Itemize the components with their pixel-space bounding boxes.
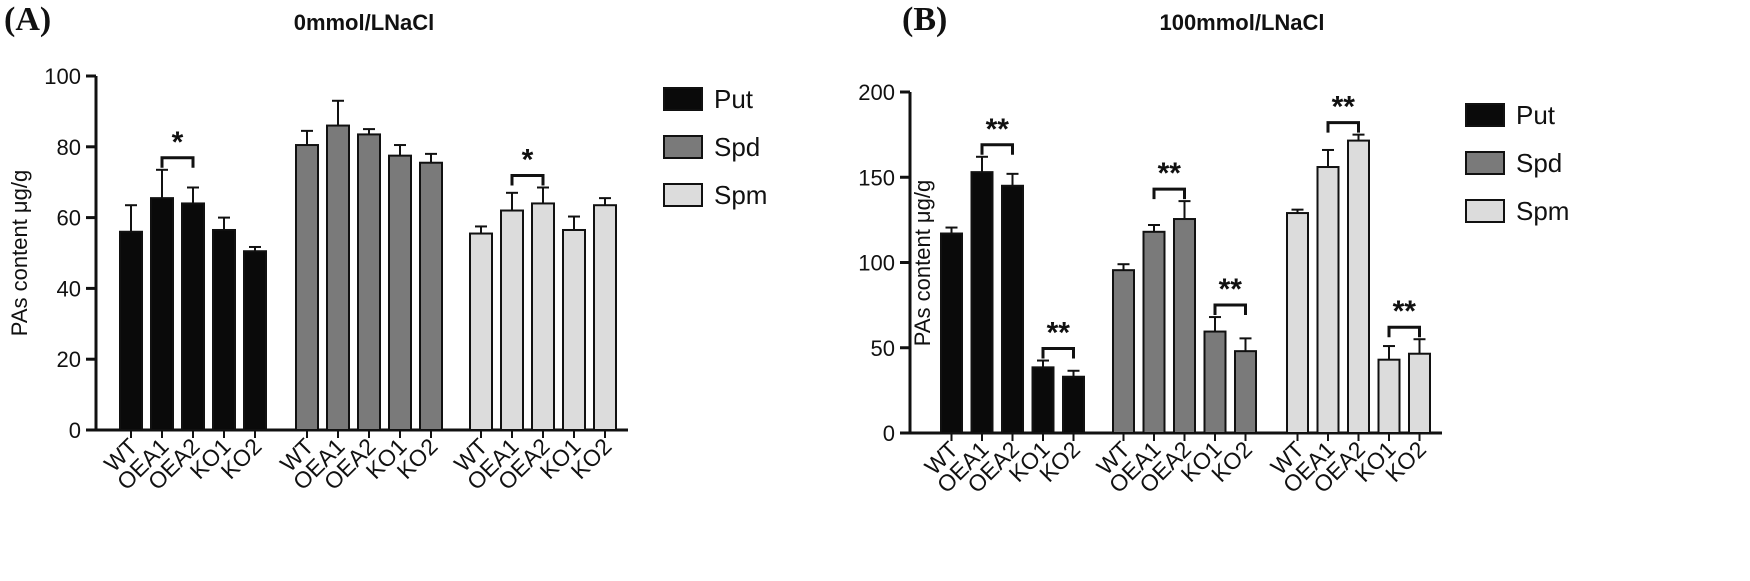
a-bar-spd-oea2 (357, 133, 381, 431)
a-bar-spm-ko1 (562, 228, 586, 431)
b-legend-swatch-spm (1465, 199, 1505, 223)
a-bar-put-wt (119, 230, 143, 431)
b-bar-spd-oea2 (1173, 218, 1196, 434)
a-ytick-label: 40 (57, 276, 81, 301)
a-bar-spd-ko2 (419, 161, 443, 431)
b-bar-spm-oea2 (1347, 139, 1370, 434)
a-bar-put-oea1 (150, 197, 174, 431)
b-sig-label: ** (1219, 273, 1243, 306)
a-bar-spm-oea2 (531, 202, 555, 431)
a-legend-label-spd: Spd (714, 132, 760, 162)
a-legend-label-put: Put (714, 84, 754, 114)
b-legend-label-spd: Spd (1516, 148, 1562, 178)
a-bar-spm-ko2 (593, 204, 617, 431)
b-sig-bracket (1152, 187, 1186, 200)
b-sig-bracket (1213, 303, 1247, 316)
a-sig-label: * (172, 126, 184, 159)
panel-a-ylabel: PAs content μg/g (7, 170, 32, 336)
a-bar-put-oea2 (181, 202, 205, 431)
b-legend-label-spm: Spm (1516, 196, 1569, 226)
b-bar-spm-wt (1286, 212, 1309, 434)
b-bar-put-ko1 (1031, 366, 1055, 435)
b-legend-swatch-spd (1465, 151, 1505, 175)
a-legend-swatch-put (663, 87, 703, 111)
a-bar-spd-wt (295, 144, 319, 431)
b-bar-spd-ko1 (1203, 330, 1227, 434)
b-bar-spd-oea1 (1142, 230, 1166, 434)
b-sig-label: ** (1332, 91, 1356, 124)
b-ytick-label: 150 (858, 165, 895, 190)
a-bar-spd-ko1 (388, 154, 412, 431)
a-bar-put-ko1 (212, 228, 236, 431)
b-sig-bracket (980, 143, 1014, 155)
a-sig-label: * (522, 144, 534, 177)
panel-a-label: (A) (4, 1, 51, 38)
b-sig-bracket (1326, 121, 1360, 133)
b-bar-spd-ko2 (1234, 350, 1257, 434)
b-legend-label-put: Put (1516, 100, 1556, 130)
a-ytick-label: 100 (44, 64, 81, 89)
b-sig-label: ** (1047, 317, 1071, 350)
a-legend-label-spm: Spm (714, 180, 767, 210)
a-bar-put-ko2 (243, 250, 267, 431)
b-ytick-label: 50 (871, 336, 895, 361)
a-legend-swatch-spm (663, 183, 703, 207)
a-bar-spd-oea1 (326, 124, 350, 431)
panel-b-title: 100mmol/LNaCl (1159, 10, 1324, 35)
b-sig-label: ** (1158, 157, 1182, 190)
a-ytick-label: 20 (57, 347, 81, 372)
a-sig-bracket (510, 174, 545, 186)
a-ytick-label: 60 (57, 206, 81, 231)
panel-b-ylabel: PAs content μg/g (910, 180, 935, 346)
b-sig-bracket (1041, 347, 1075, 359)
b-ytick-label: 100 (858, 251, 895, 276)
b-legend-swatch-put (1465, 103, 1505, 127)
b-bar-put-wt (940, 232, 963, 434)
b-sig-label: ** (1393, 295, 1417, 328)
b-sig-label: ** (986, 113, 1010, 146)
b-sig-bracket (1387, 325, 1421, 338)
b-ytick-label: 200 (858, 80, 895, 105)
a-sig-bracket (160, 156, 195, 168)
b-bar-spm-ko2 (1408, 352, 1431, 434)
b-bar-spm-oea1 (1316, 166, 1340, 435)
a-ytick-label: 0 (69, 418, 81, 443)
b-bar-put-oea2 (1001, 184, 1024, 434)
panel-b-label: (B) (902, 1, 947, 38)
a-bar-spm-oea1 (500, 209, 524, 431)
panel-a-title: 0mmol/LNaCl (294, 10, 435, 35)
b-bar-put-ko2 (1062, 375, 1085, 434)
b-bar-put-oea1 (970, 171, 994, 434)
a-legend-swatch-spd (663, 135, 703, 159)
b-ytick-label: 0 (883, 421, 895, 446)
b-bar-spd-wt (1112, 269, 1135, 434)
a-bar-spm-wt (469, 232, 493, 431)
b-bar-spm-ko1 (1377, 358, 1401, 434)
a-ytick-label: 80 (57, 135, 81, 160)
